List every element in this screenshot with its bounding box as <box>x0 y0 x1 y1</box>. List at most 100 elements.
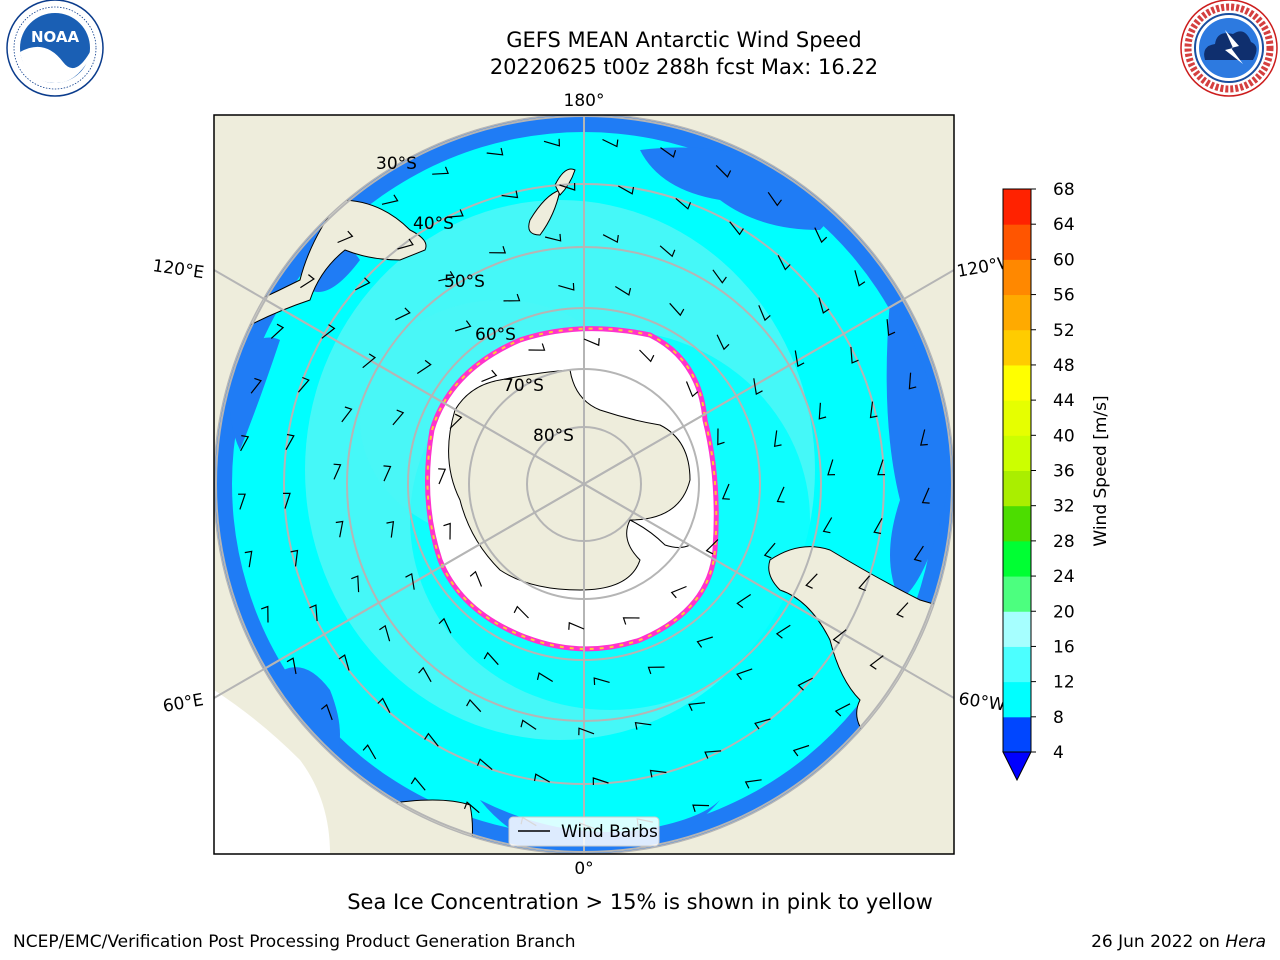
colorbar-tick-label: 32 <box>1053 497 1075 517</box>
colorbar-tick-label: 44 <box>1053 391 1075 411</box>
wind-barb <box>286 657 297 675</box>
wind-barb <box>618 185 635 195</box>
wind-barb <box>297 376 310 393</box>
wind-barb <box>397 238 414 250</box>
wind-barb <box>238 493 246 510</box>
national-weather-service-logo <box>1180 0 1278 97</box>
colorbar-tick-label: 56 <box>1053 286 1075 306</box>
colorbar-segment <box>1003 294 1031 331</box>
wind-barb <box>449 413 463 429</box>
wind-barb <box>528 343 546 351</box>
wind-barb <box>300 274 315 289</box>
wind-barb <box>282 492 291 509</box>
credit-left: NCEP/EMC/Verification Post Processing Pr… <box>13 932 576 952</box>
credit-right: 26 Jun 2022 on Hera <box>1091 932 1266 952</box>
wind-barb <box>773 430 782 448</box>
map-content: 30°S 40°S 50°S 60°S 70°S 80°S Wind Barbs <box>214 115 954 854</box>
colorbar-segment <box>1003 435 1031 471</box>
wind-barb <box>424 732 439 747</box>
wind-barb <box>592 777 609 786</box>
wind-barb <box>432 166 449 175</box>
credit-date: 26 Jun 2022 on <box>1091 932 1226 952</box>
wind-barb <box>822 517 833 534</box>
wind-barb <box>716 334 730 351</box>
lon-label-0: 0° <box>574 859 593 879</box>
wind-barb <box>721 483 730 500</box>
wind-barb <box>377 697 391 713</box>
colorbar-segment <box>1003 259 1031 296</box>
wind-barb <box>593 677 610 686</box>
wind-barb <box>489 246 507 254</box>
wind-barb <box>794 350 805 368</box>
wind-barb <box>818 402 827 420</box>
wind-barb <box>438 270 455 282</box>
colorbar-segment <box>1003 470 1031 507</box>
wind-barb <box>685 381 699 398</box>
wind-barb <box>869 655 884 670</box>
wind-barb <box>792 744 810 757</box>
lon-label-120e: 120°E <box>151 256 205 283</box>
wind-barb <box>753 378 763 396</box>
wind-barb <box>455 320 472 332</box>
wind-barb <box>729 221 744 236</box>
noaa-logo: NOAA <box>6 0 104 97</box>
wind-barb <box>777 255 791 271</box>
wind-barb <box>335 520 344 538</box>
map-legend: Wind Barbs <box>508 816 660 847</box>
wind-barb <box>341 406 353 423</box>
wind-barb <box>622 617 640 625</box>
wind-barb <box>362 744 377 760</box>
colorbar-segment <box>1003 505 1031 542</box>
wind-barb <box>886 319 896 336</box>
wind-barb <box>908 372 917 390</box>
chart-title: GEFS MEAN Antarctic Wind Speed <box>506 28 862 52</box>
wind-barb <box>647 666 665 675</box>
wind-barb <box>392 409 405 426</box>
wind-barb <box>715 164 732 178</box>
colorbar-segment <box>1003 576 1031 612</box>
wind-barb <box>438 617 452 634</box>
wind-barb <box>438 468 447 485</box>
wind-barb <box>260 605 269 623</box>
wind-barb <box>834 703 851 717</box>
wind-barb <box>309 604 318 622</box>
wind-barb <box>395 307 411 321</box>
wind-barb <box>383 465 392 482</box>
wind-barb <box>675 197 692 210</box>
wind-barb <box>670 585 687 599</box>
wind-barb <box>290 549 299 567</box>
colorbar-tick-label: 8 <box>1053 708 1064 728</box>
wind-barb <box>443 522 451 540</box>
wind-barb <box>520 719 537 730</box>
wind-barb <box>744 779 762 789</box>
wind-barb <box>362 353 377 369</box>
sea-ice-note: Sea Ice Concentration > 15% is shown in … <box>347 890 933 914</box>
wind-barb <box>481 369 498 383</box>
wind-barb <box>338 654 350 671</box>
colorbar-tick-label: 12 <box>1053 673 1075 693</box>
wind-barb <box>381 194 399 205</box>
wind-barb <box>736 668 753 681</box>
colorbar-tick-label: 60 <box>1053 250 1075 270</box>
wind-barb <box>818 297 830 314</box>
colorbar-segment <box>1003 681 1031 718</box>
lon-label-180: 180° <box>564 91 605 111</box>
lat-label-60s: 60°S <box>475 325 516 345</box>
wind-barb <box>558 282 575 291</box>
wind-barb <box>333 463 342 480</box>
colorbar-segment <box>1003 400 1031 436</box>
wind-barb <box>858 575 871 592</box>
wind-barb <box>776 486 785 503</box>
colorbar-label: Wind Speed [m/s] <box>1091 395 1111 546</box>
wind-barb <box>533 773 550 783</box>
chart-subtitle: 20220625 t00z 288h fcst Max: 16.22 <box>489 55 879 79</box>
wind-barb <box>669 302 685 317</box>
map-frame <box>213 114 955 855</box>
wind-barb <box>736 594 752 609</box>
colorbar-tick-label: 16 <box>1053 637 1075 657</box>
wind-barb <box>503 293 521 302</box>
wind-barb <box>660 147 677 158</box>
wind-barb <box>446 209 464 218</box>
longitude-gridlines <box>214 115 954 854</box>
